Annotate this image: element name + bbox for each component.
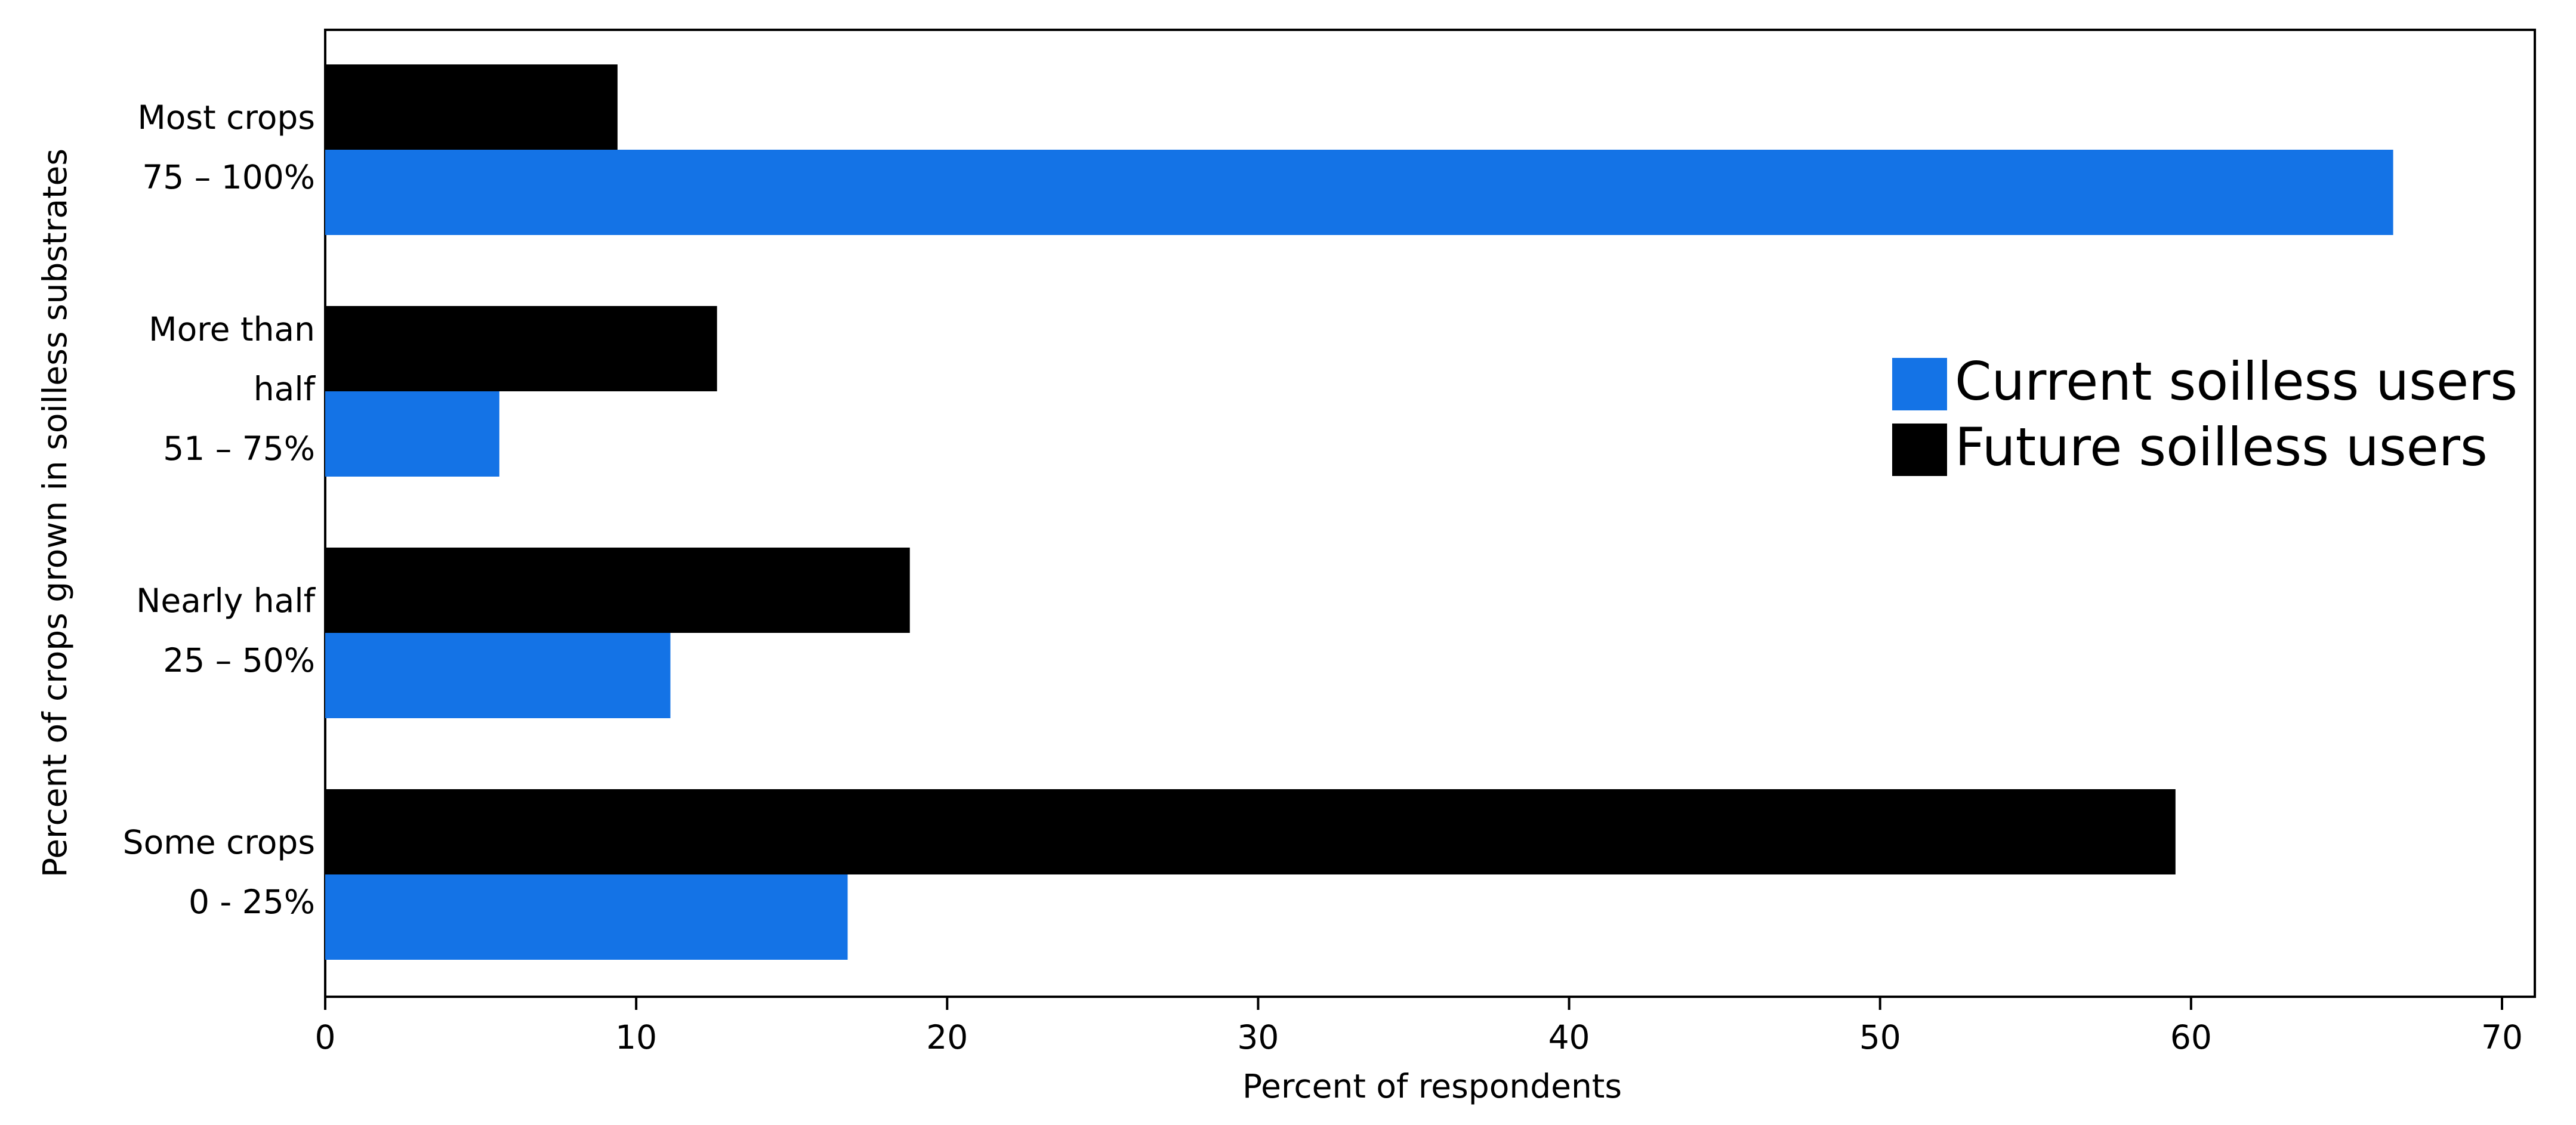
y-axis-title: Percent of crops grown in soilless subst… xyxy=(36,149,74,877)
bar xyxy=(325,874,848,960)
y-tick-label: half xyxy=(254,370,316,408)
bar xyxy=(325,789,2176,874)
bar xyxy=(325,64,618,150)
bar xyxy=(325,306,717,391)
x-tick-label: 50 xyxy=(1859,1018,1901,1056)
bar xyxy=(325,391,499,477)
y-tick-label: Most crops xyxy=(137,98,315,137)
x-axis-title: Percent of respondents xyxy=(1242,1067,1622,1105)
y-tick-label: Some crops xyxy=(123,823,315,861)
y-tick-label: 0 - 25% xyxy=(189,883,315,921)
x-tick-label: 70 xyxy=(2481,1018,2523,1056)
bar xyxy=(325,548,910,633)
x-tick-label: 30 xyxy=(1237,1018,1279,1056)
y-tick-label: 51 – 75% xyxy=(163,429,315,468)
y-tick-label: 75 – 100% xyxy=(142,158,315,196)
x-tick-label: 0 xyxy=(315,1018,336,1056)
legend-swatch xyxy=(1892,358,1947,410)
x-tick-label: 60 xyxy=(2170,1018,2212,1056)
legend-swatch xyxy=(1892,424,1947,476)
y-tick-label: More than xyxy=(149,310,315,348)
bar xyxy=(325,633,671,718)
legend-label: Future soilless users xyxy=(1955,416,2488,478)
x-tick-label: 40 xyxy=(1548,1018,1590,1056)
y-tick-label: Nearly half xyxy=(136,582,316,620)
plot-frame xyxy=(324,29,2536,998)
x-tick-label: 10 xyxy=(615,1018,657,1056)
legend-label: Current soilless users xyxy=(1955,351,2518,412)
bar xyxy=(325,150,2393,235)
x-tick-label: 20 xyxy=(926,1018,968,1056)
y-tick-label: 25 – 50% xyxy=(163,641,315,679)
